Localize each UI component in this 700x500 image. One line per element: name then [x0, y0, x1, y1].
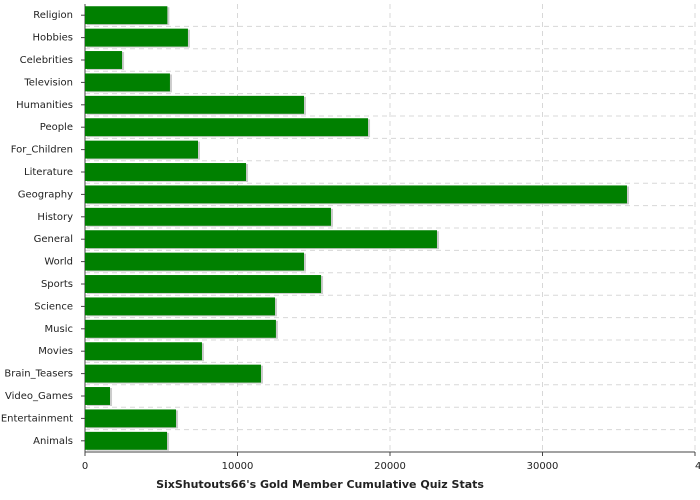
y-tick-label: Hobbies	[33, 33, 73, 44]
y-tick-label: Television	[23, 77, 73, 88]
bar	[85, 28, 188, 47]
y-tick-label: Music	[45, 324, 73, 335]
x-tick-label: 30000	[527, 461, 559, 472]
bar	[85, 319, 276, 338]
y-tick-label: Geography	[18, 189, 73, 200]
y-tick-label: People	[40, 122, 73, 133]
y-tick-label: Humanities	[16, 100, 73, 111]
bar	[85, 6, 168, 25]
bar	[85, 140, 199, 159]
bar	[85, 95, 304, 114]
bar	[85, 275, 322, 293]
bar	[85, 207, 331, 226]
y-tick-label: Celebrities	[20, 55, 73, 66]
y-tick-label: Religion	[33, 10, 73, 21]
y-tick-label: Animals	[33, 436, 73, 447]
bar	[85, 252, 304, 271]
y-tick-label: For_Children	[11, 145, 73, 156]
bar	[85, 118, 369, 137]
bar	[85, 387, 111, 405]
bar	[85, 51, 123, 69]
x-tick-label: 40000	[695, 461, 700, 472]
y-tick-label: World	[44, 257, 73, 268]
bar	[85, 342, 202, 361]
bar	[85, 364, 261, 383]
bar	[85, 431, 168, 450]
y-tick-label: History	[37, 212, 73, 223]
y-tick-label: General	[34, 234, 73, 245]
y-tick-label: Movies	[38, 346, 73, 357]
x-axis-title: SixShutouts66's Gold Member Cumulative Q…	[156, 478, 484, 491]
bar	[85, 409, 177, 428]
bar	[85, 73, 170, 92]
x-tick-label: 10000	[222, 461, 254, 472]
bar	[85, 297, 276, 316]
bar	[85, 185, 627, 204]
bar	[85, 230, 437, 249]
x-tick-label: 0	[82, 461, 88, 472]
y-tick-label: Video_Games	[5, 391, 73, 402]
y-tick-label: Sports	[41, 279, 73, 290]
y-tick-label: Science	[34, 301, 73, 312]
x-tick-label: 20000	[374, 461, 406, 472]
y-tick-label: Literature	[24, 167, 73, 178]
y-tick-label: Entertainment	[1, 413, 73, 424]
bar	[85, 163, 247, 181]
y-tick-label: Brain_Teasers	[4, 369, 73, 380]
